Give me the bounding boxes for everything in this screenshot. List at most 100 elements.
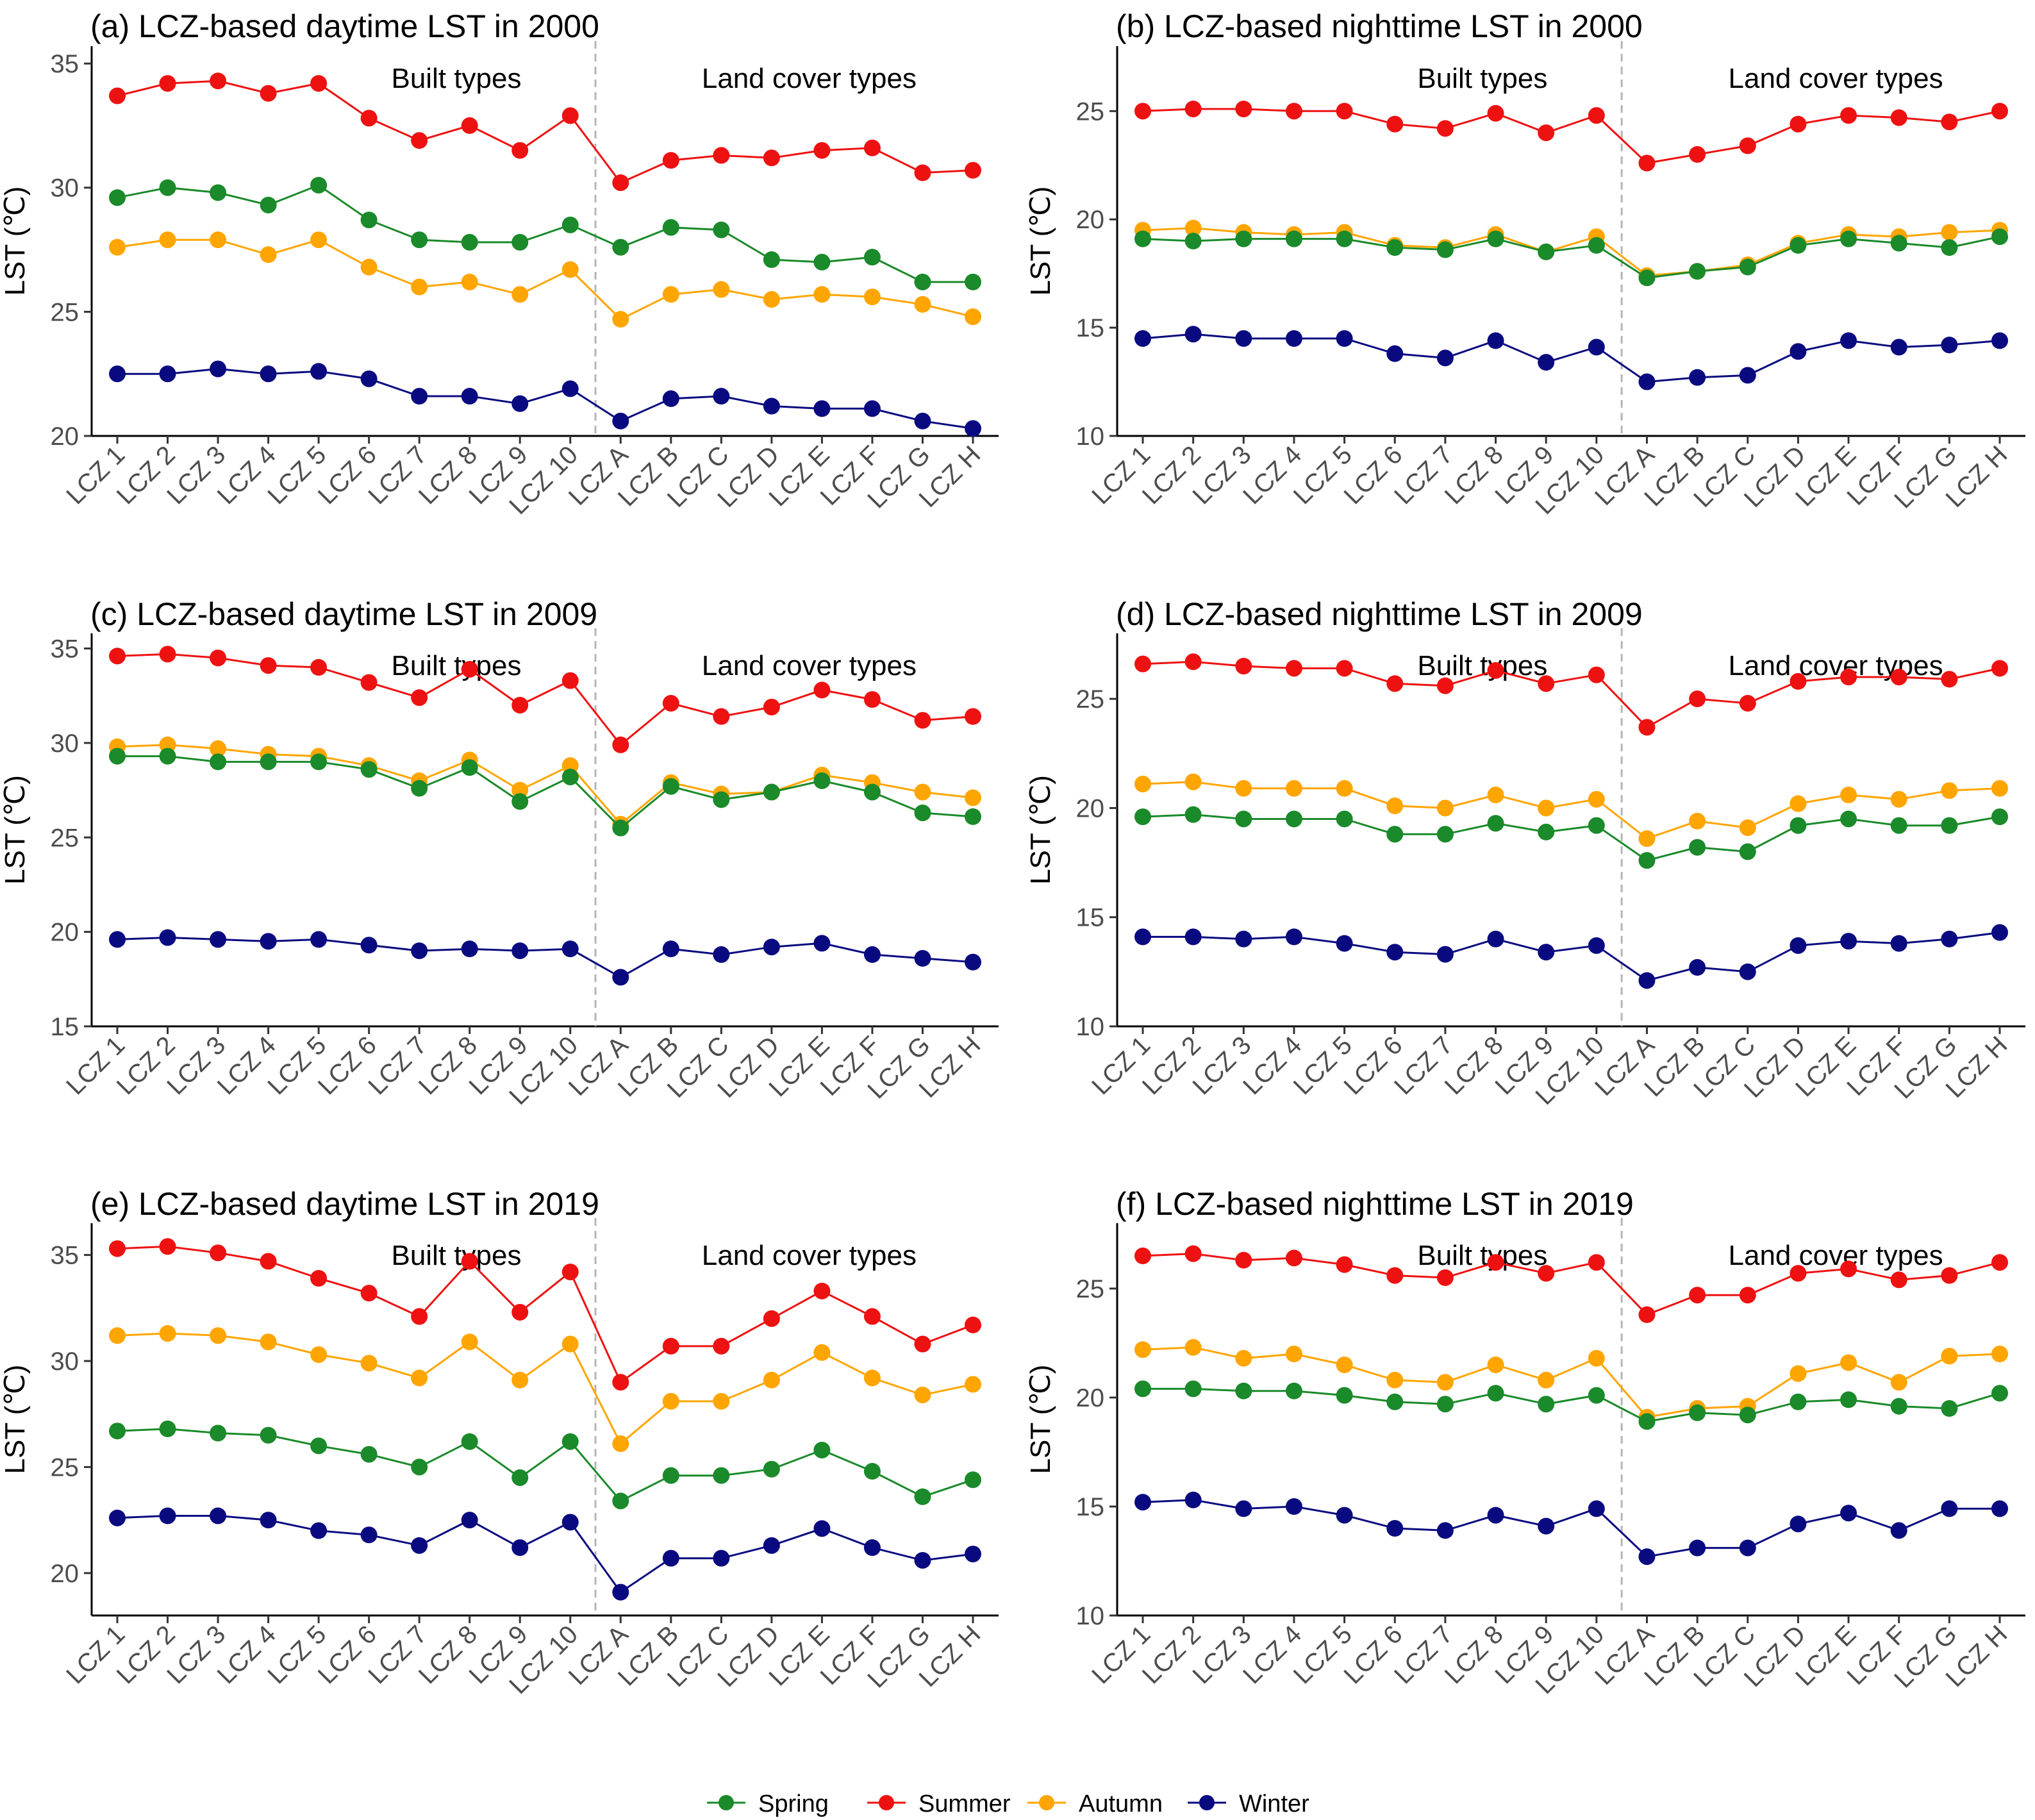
data-point — [411, 1369, 428, 1387]
data-point — [360, 937, 378, 954]
y-tick-label: 25 — [1076, 97, 1105, 126]
data-point — [310, 75, 328, 92]
data-point — [1436, 1396, 1454, 1413]
data-point — [1991, 1254, 2008, 1271]
y-tick-label: 20 — [1076, 206, 1105, 234]
data-point — [1386, 1520, 1404, 1537]
series-line-winter — [1142, 333, 2000, 383]
data-point — [1285, 810, 1302, 828]
x-tick-label: LCZ 7 — [363, 440, 432, 510]
x-tick-label: LCZ 4 — [212, 1620, 281, 1689]
built-types-label: Built types — [1417, 63, 1547, 94]
data-point — [461, 940, 478, 958]
data-point — [612, 1435, 629, 1453]
x-tick-label: LCZ 2 — [1137, 1620, 1206, 1689]
data-point — [411, 689, 428, 706]
series-line-summer — [117, 653, 974, 747]
x-tick-label: LCZ 3 — [162, 1620, 231, 1689]
panel-d: (d) LCZ-based nighttime LST in 2009 10 15 2… — [1025, 596, 2025, 1110]
data-point — [411, 1308, 428, 1325]
data-point — [561, 261, 579, 278]
data-point — [1890, 1271, 1907, 1289]
data-point — [1689, 263, 1706, 280]
panel-title: (f) LCZ-based nighttime LST in 2019 — [1116, 1186, 1634, 1222]
data-point — [1588, 817, 1605, 834]
data-point — [1487, 1357, 1504, 1373]
y-tick-label: 15 — [51, 1013, 79, 1041]
x-tick-label: LCZ 3 — [1188, 1031, 1257, 1100]
data-point — [965, 789, 981, 806]
data-point — [461, 1333, 478, 1351]
data-point — [1538, 1517, 1555, 1535]
x-tick-label: LCZ 1 — [1086, 1620, 1156, 1689]
data-point — [763, 1310, 780, 1327]
data-point — [612, 1492, 629, 1510]
x-tick-label: LCZ 4 — [1238, 1620, 1307, 1689]
data-point — [1134, 1380, 1151, 1398]
data-point — [1941, 1500, 1958, 1517]
data-point — [109, 747, 126, 765]
data-point — [210, 931, 227, 948]
data-point — [1739, 694, 1756, 712]
data-point — [1285, 780, 1302, 797]
data-point — [109, 1327, 126, 1344]
data-point — [461, 660, 478, 678]
data-point — [561, 216, 579, 233]
data-point — [1890, 935, 1907, 952]
data-point — [109, 647, 126, 665]
data-point — [511, 696, 529, 714]
y-tick-label: 25 — [1076, 1275, 1105, 1303]
built-types-label: Built types — [391, 1240, 521, 1271]
data-point — [1184, 773, 1202, 790]
series-spring — [1134, 806, 2008, 869]
data-point — [1840, 810, 1857, 828]
data-point — [310, 1522, 328, 1539]
data-point — [1689, 1287, 1706, 1304]
data-point — [1588, 237, 1605, 254]
data-point — [109, 1423, 126, 1440]
series-line-summer — [1142, 1253, 2000, 1316]
data-point — [511, 1469, 529, 1486]
data-point — [1739, 1539, 1756, 1557]
data-point — [159, 231, 176, 249]
x-tick-label: LCZ 1 — [1086, 440, 1156, 510]
data-point — [1588, 790, 1605, 808]
series-spring — [109, 1420, 981, 1510]
data-point — [1739, 1407, 1756, 1424]
data-point — [1739, 367, 1756, 384]
y-tick-label: 15 — [1076, 904, 1105, 932]
built-types-label: Built types — [391, 63, 521, 94]
x-tick-label: LCZ 7 — [1389, 440, 1458, 510]
x-tick-label: LCZ 1 — [61, 440, 130, 510]
legend-marker — [1199, 1795, 1215, 1810]
y-tick-label: 35 — [51, 1242, 79, 1270]
data-point — [260, 657, 277, 674]
data-point — [1235, 1251, 1252, 1269]
x-tick-label: LCZ 7 — [363, 1031, 432, 1100]
data-point — [159, 1507, 176, 1524]
y-axis-label: LST (℃) — [0, 1365, 31, 1474]
data-point — [310, 753, 328, 771]
data-point — [210, 753, 227, 771]
panel-a: (a) LCZ-based daytime LST in 2000 20 25 30 3… — [0, 8, 999, 520]
data-point — [713, 1549, 730, 1567]
data-point — [310, 176, 328, 194]
data-point — [662, 695, 679, 712]
data-point — [1840, 332, 1857, 349]
data-point — [662, 940, 679, 958]
data-point — [1638, 1548, 1656, 1565]
data-point — [914, 1386, 931, 1403]
data-point — [260, 1426, 277, 1444]
data-point — [662, 778, 679, 795]
series-summer — [109, 72, 981, 191]
x-tick-label: LCZ 6 — [313, 1620, 382, 1689]
data-point — [965, 953, 981, 971]
panel-title: (b) LCZ-based nighttime LST in 2000 — [1116, 8, 1643, 44]
data-point — [1538, 1396, 1555, 1413]
data-point — [813, 935, 831, 952]
x-tick-label: LCZ 3 — [162, 440, 231, 510]
data-point — [1184, 806, 1202, 823]
data-point — [1890, 1522, 1907, 1539]
data-point — [411, 1537, 428, 1554]
data-point — [1588, 1349, 1605, 1367]
